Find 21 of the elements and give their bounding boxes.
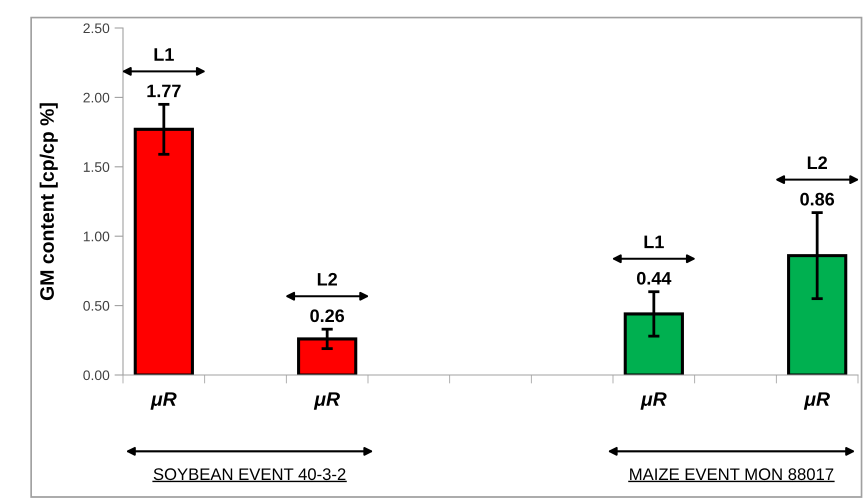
y-tick-label: 1.00 [84,232,110,242]
y-tick-label: 2.50 [83,23,110,34]
annotation: L2 [318,272,337,286]
text: MAIZE EVENT MON 88017 [630,468,834,480]
annotation: L1 [154,48,174,61]
data-label: 1.77 [147,84,181,98]
y-tick-label: 0.00 [83,370,110,380]
x-tick-label: μR [640,392,667,410]
text: SOYBEAN EVENT 40-3-2 [154,468,346,480]
annotation: L1 [644,236,664,248]
y-axis-title: GM content [cp/cp %] [40,103,58,300]
x-tick-label: μR [150,392,177,410]
x-tick-label: μR [804,392,830,410]
y-tick-label: 0.50 [83,300,110,311]
annotation: L2 [808,156,827,169]
data-label: 0.44 [636,272,672,285]
y-tick-label: 2.00 [83,92,110,103]
data-label: 0.26 [310,309,344,322]
y-tick-label: 1.50 [84,162,110,172]
x-tick-label: μR [314,392,340,410]
data-label: 0.86 [800,192,834,206]
